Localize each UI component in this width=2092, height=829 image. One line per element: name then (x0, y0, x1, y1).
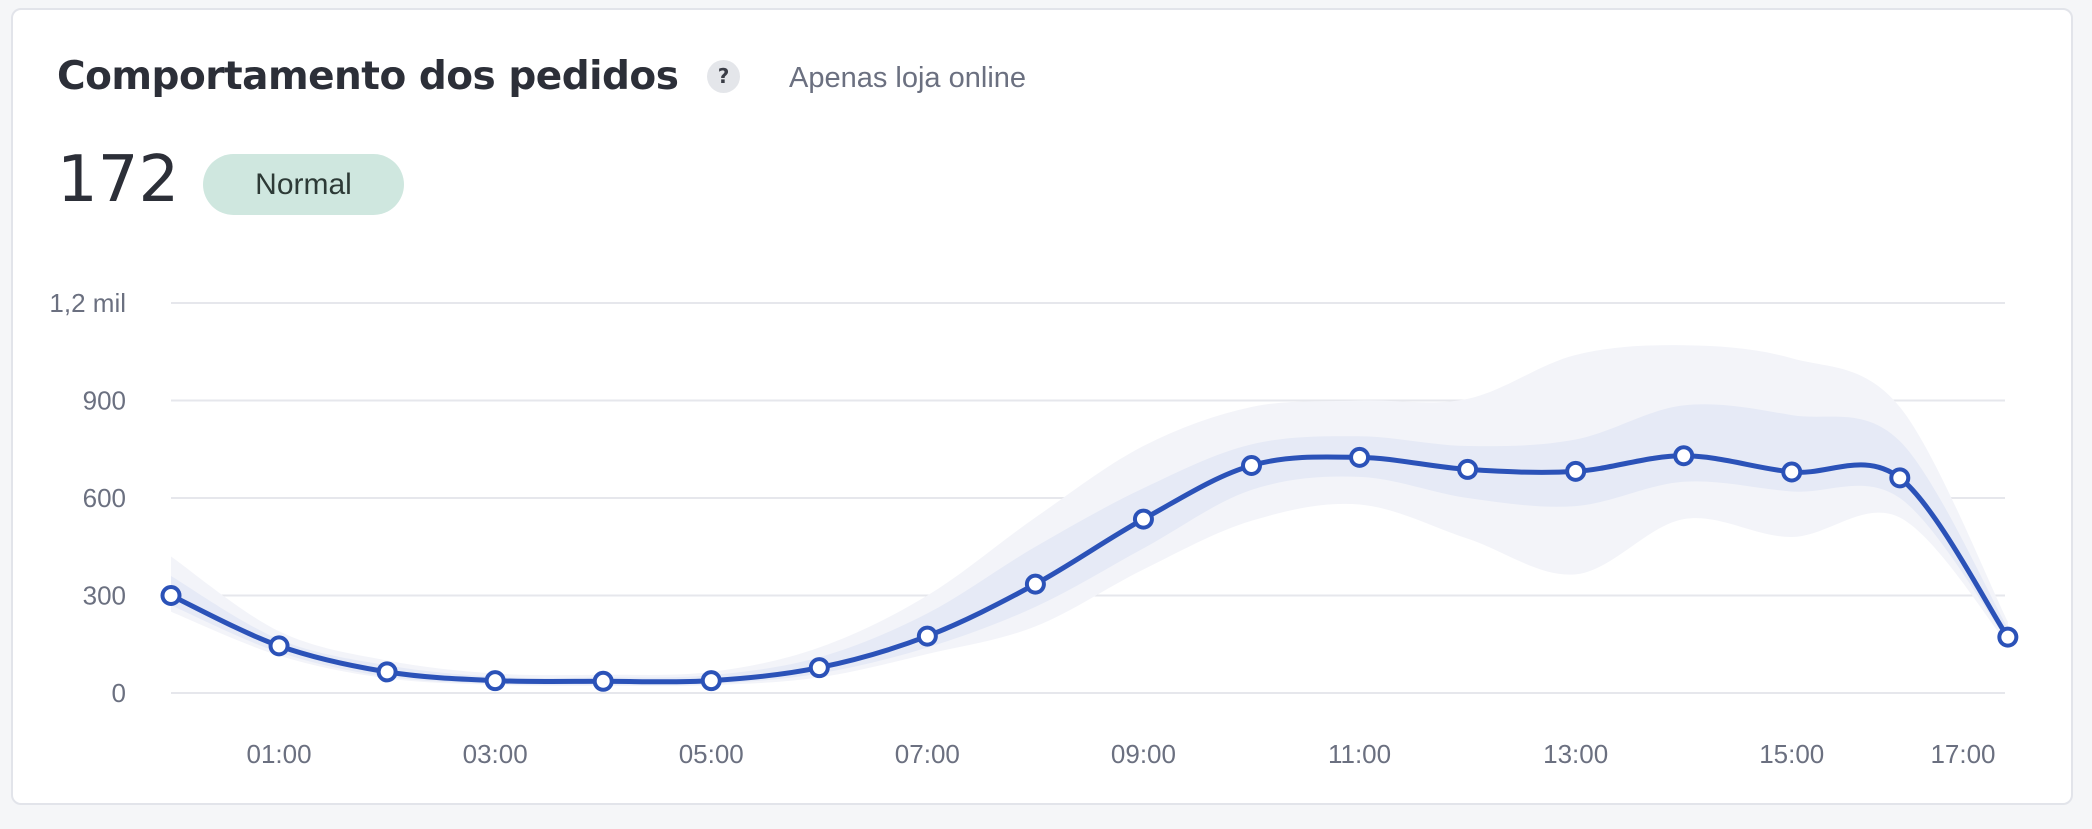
y-tick-label: 300 (83, 581, 126, 611)
y-tick-label: 900 (83, 386, 126, 416)
data-point[interactable] (376, 661, 398, 683)
data-point[interactable] (1565, 460, 1587, 482)
x-tick-label: 01:00 (247, 739, 312, 769)
data-point[interactable] (484, 670, 506, 692)
data-point[interactable] (700, 670, 722, 692)
help-icon[interactable]: ? (707, 60, 740, 93)
data-point[interactable] (160, 585, 182, 606)
y-tick-label: 1,2 mil (49, 288, 126, 318)
data-point[interactable] (592, 670, 614, 692)
data-point[interactable] (1673, 445, 1695, 467)
x-tick-label: 15:00 (1759, 739, 1824, 769)
data-point[interactable] (1241, 455, 1262, 476)
data-point[interactable] (1781, 461, 1803, 483)
x-tick-label: 05:00 (679, 739, 744, 769)
scope-label: Apenas loja online (789, 62, 1027, 94)
data-point[interactable] (1889, 467, 1911, 489)
orders-total: 172 (57, 143, 180, 217)
expected-range-outer-band (171, 345, 2008, 687)
y-tick-label: 600 (83, 483, 126, 513)
data-point[interactable] (808, 657, 830, 679)
x-tick-label: 09:00 (1111, 739, 1176, 769)
status-badge: Normal (203, 154, 404, 215)
x-tick-label: 17:00 (1930, 739, 1995, 769)
page-title: Comportamento dos pedidos (57, 54, 679, 99)
data-point[interactable] (1132, 508, 1154, 530)
x-tick-label: 03:00 (463, 739, 528, 769)
y-tick-label: 0 (112, 678, 126, 708)
data-point[interactable] (916, 625, 938, 647)
data-point[interactable] (268, 635, 290, 657)
data-point[interactable] (1349, 446, 1371, 468)
expected-range-inner-band (171, 404, 2008, 685)
x-tick-label: 07:00 (895, 739, 960, 769)
data-point[interactable] (1024, 573, 1046, 595)
data-point[interactable] (1457, 458, 1479, 480)
data-point[interactable] (1997, 626, 2019, 648)
x-tick-label: 11:00 (1328, 739, 1391, 769)
x-tick-label: 13:00 (1543, 739, 1608, 769)
